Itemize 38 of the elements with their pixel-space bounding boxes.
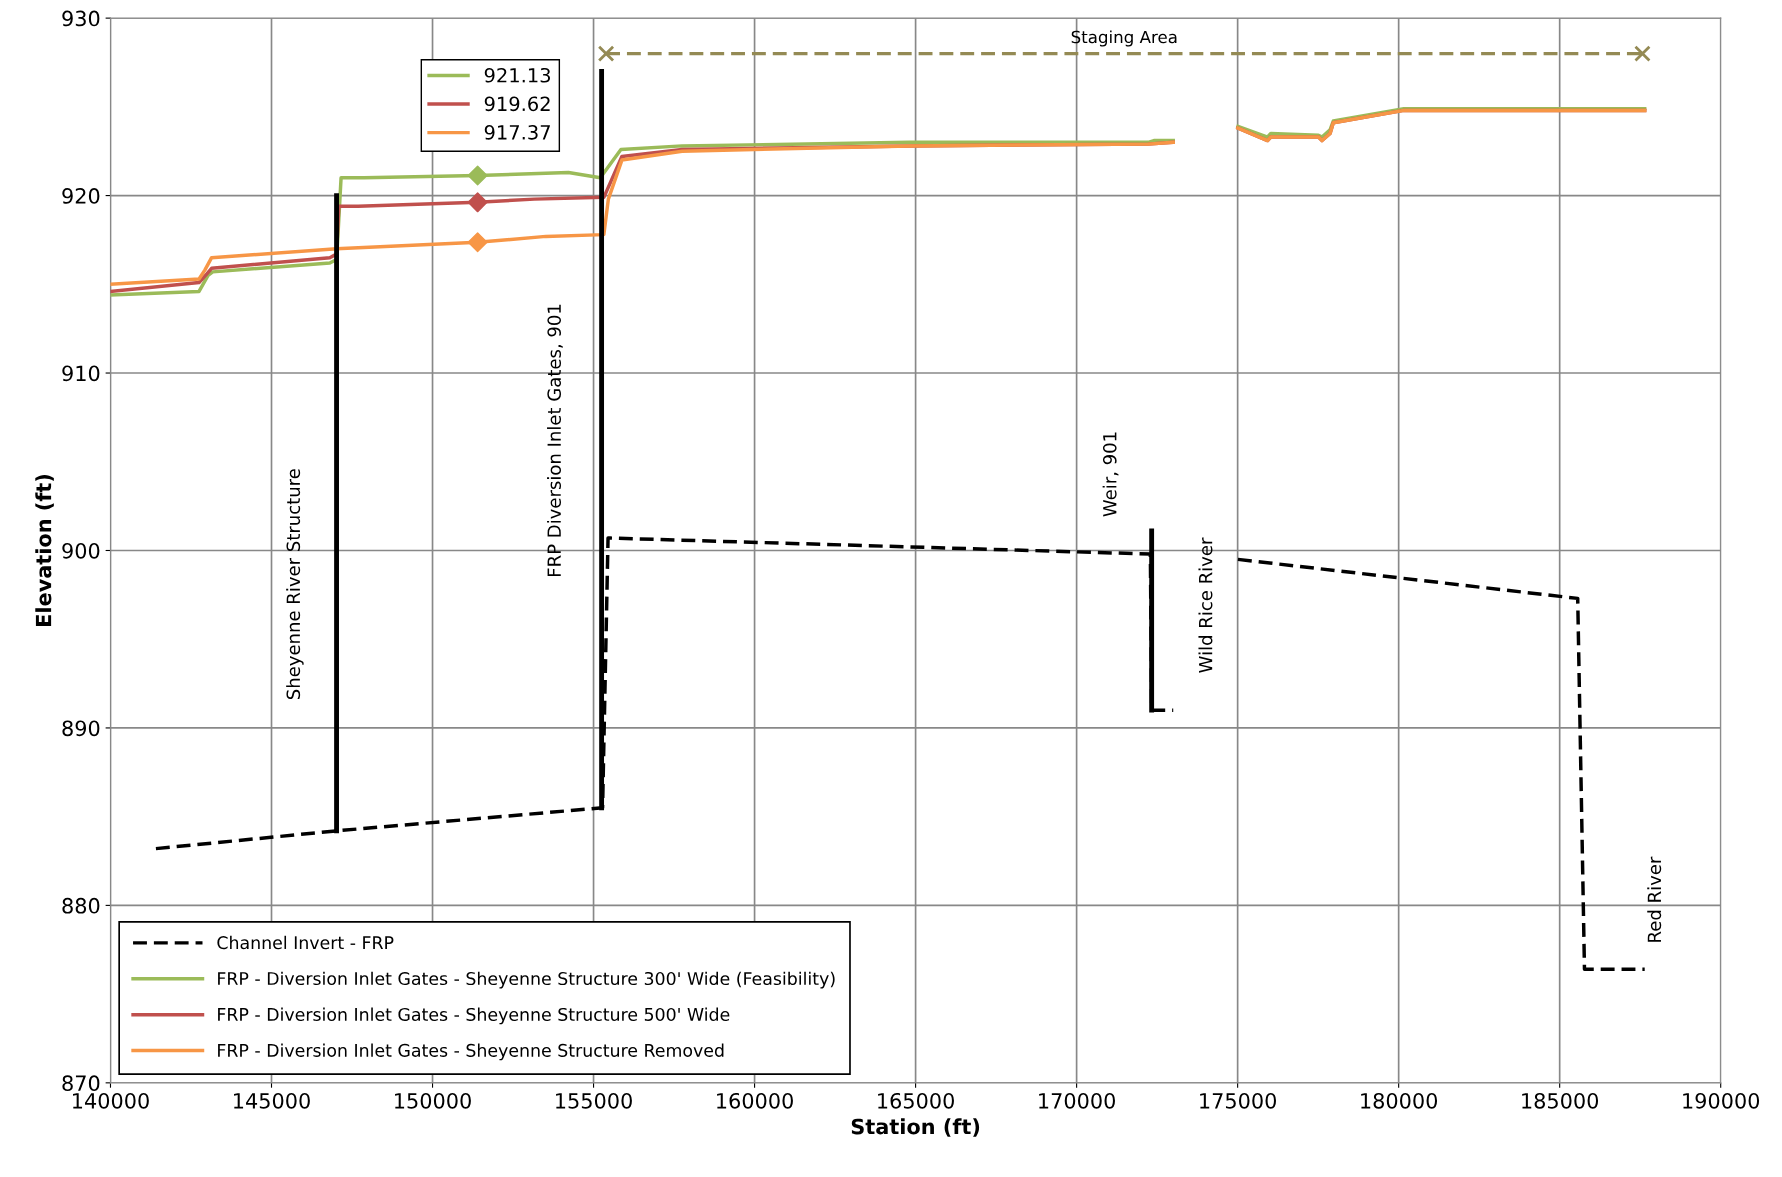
point (467, 192, 488, 213)
x-tick-label: 160000 (717, 1092, 793, 1109)
point (467, 165, 488, 186)
legend-label: FRP - Diversion Inlet Gates - Sheyenne Structure 300' Wide (Feasibility) (218, 971, 835, 989)
x-tick-label: 175000 (1200, 1092, 1277, 1109)
legend-label: FRP - Diversion Inlet Gates - Sheyenne Structure 500' Wide (218, 1007, 730, 1025)
x-tick-label: 180000 (1361, 1092, 1438, 1109)
x-tick-label: 150000 (395, 1092, 471, 1109)
legend-label: 921.13 (484, 67, 551, 83)
y-axis-title: Elevation (ft) (35, 474, 54, 626)
legend-label: 917.37 (484, 124, 550, 140)
y-tick-label: 930 (62, 10, 100, 27)
series-label: Staging Area (1071, 30, 1177, 47)
x-tick-label: 185000 (1522, 1092, 1599, 1109)
annotation: Wild Rice River (1198, 537, 1213, 673)
x-tick-label: 165000 (878, 1092, 954, 1109)
x-tick-label: 155000 (556, 1092, 632, 1109)
y-tick-label: 870 (62, 1075, 100, 1092)
y-tick-label: 890 (62, 720, 100, 737)
annotation: FRP Diversion Inlet Gates, 901 (547, 304, 563, 577)
annotation: Sheyenne River Structure (286, 469, 304, 700)
annotation: Weir, 901 (1102, 432, 1119, 517)
y-tick-label: 920 (62, 188, 100, 204)
y-tick-label: 910 (62, 365, 100, 382)
x-tick-label: 145000 (234, 1092, 310, 1109)
point (1634, 45, 1651, 62)
x-tick-label: 190000 (1683, 1092, 1760, 1109)
point (467, 232, 488, 253)
legend-label: 919.62 (484, 96, 550, 112)
x-tick-label: 170000 (1039, 1092, 1115, 1109)
annotation: Red River (1647, 856, 1662, 942)
legend-label: FRP - Diversion Inlet Gates - Sheyenne Structure Removed (218, 1043, 724, 1061)
x-tick-label: 140000 (73, 1092, 149, 1109)
y-tick-label: 900 (62, 542, 100, 559)
legend-label: Channel Invert - FRP (217, 935, 394, 950)
point (597, 45, 615, 62)
x-axis-title: Station (ft) (851, 1118, 980, 1137)
y-tick-label: 880 (62, 897, 100, 914)
